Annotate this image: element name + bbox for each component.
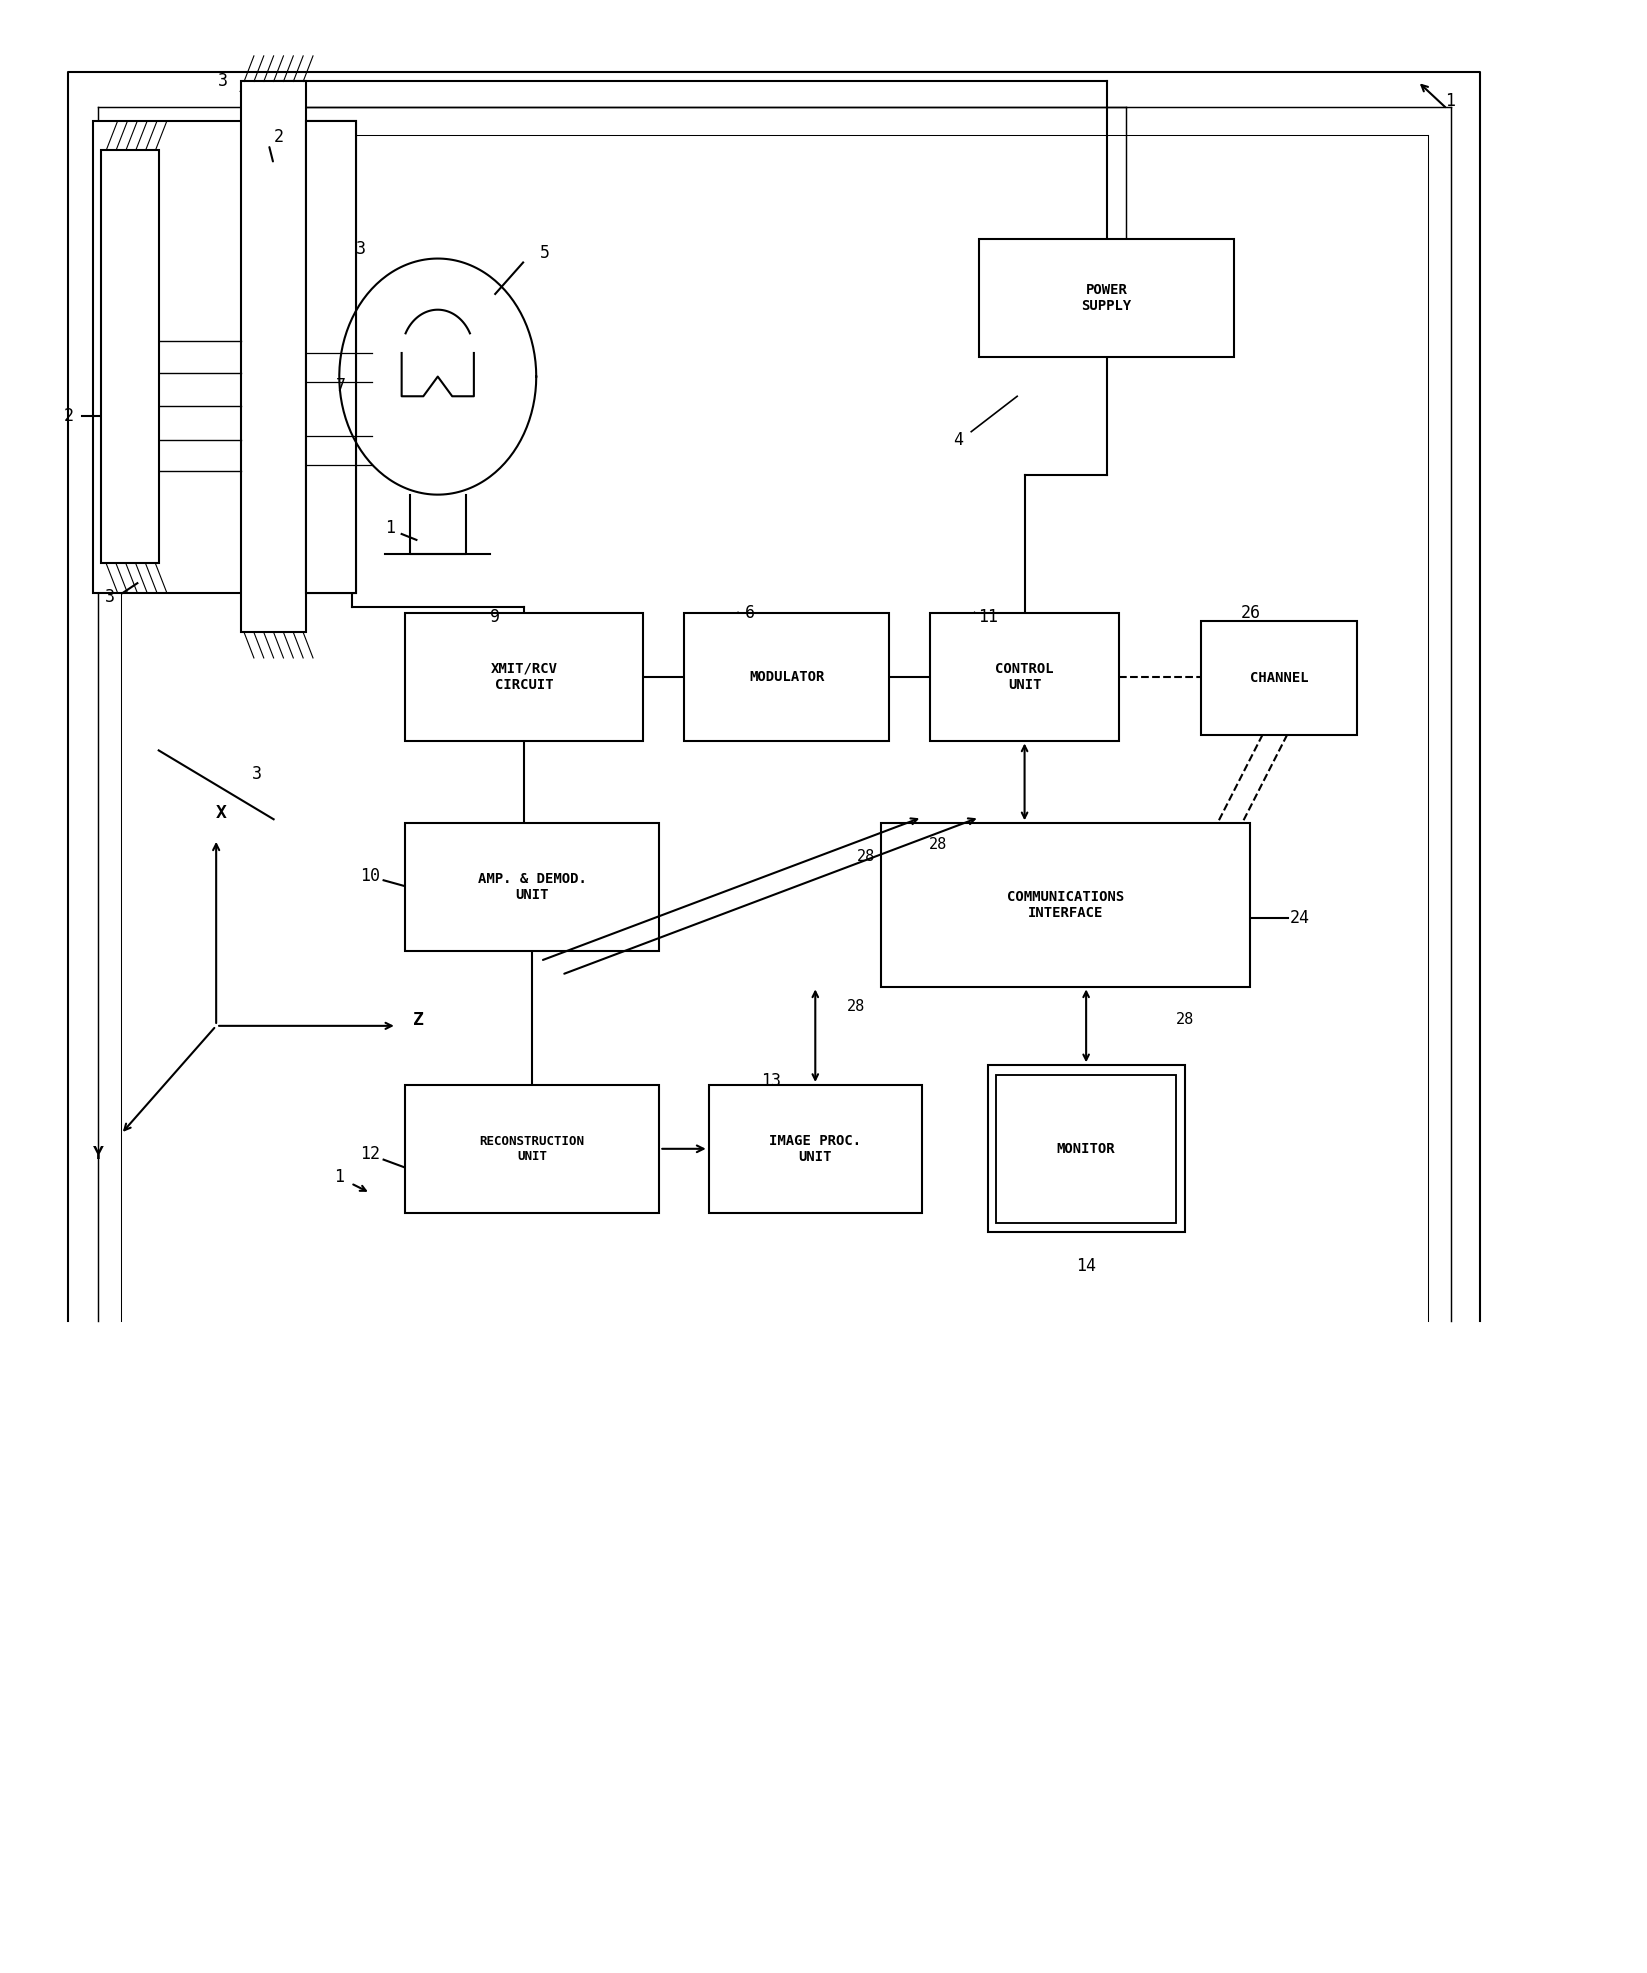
Bar (1201, 621, 1357, 734)
Text: Z: Z (413, 1010, 423, 1030)
Text: MONITOR: MONITOR (1057, 1142, 1115, 1156)
Text: COMMUNICATIONS
INTERFACE: COMMUNICATIONS INTERFACE (1006, 890, 1125, 919)
Text: 10: 10 (361, 868, 380, 886)
Text: POWER
SUPPLY: POWER SUPPLY (1082, 282, 1131, 314)
Text: 7: 7 (336, 377, 346, 395)
Text: 28: 28 (929, 837, 947, 852)
Text: 6: 6 (744, 604, 754, 621)
Text: IMAGE PROC.
UNIT: IMAGE PROC. UNIT (769, 1134, 861, 1164)
Text: 3: 3 (104, 588, 115, 606)
Text: 28: 28 (1176, 1012, 1194, 1028)
Bar (996, 1075, 1176, 1223)
Text: 3: 3 (252, 766, 262, 783)
Text: RECONSTRUCTION
UNIT: RECONSTRUCTION UNIT (479, 1134, 585, 1162)
Bar (405, 823, 659, 951)
Text: 1: 1 (385, 519, 395, 537)
Text: 2: 2 (273, 128, 283, 146)
Bar (306, 120, 356, 594)
Bar (100, 150, 158, 564)
Text: 28: 28 (856, 848, 875, 864)
Text: 3: 3 (217, 73, 227, 91)
Text: 5: 5 (540, 243, 550, 262)
Text: Y: Y (92, 1144, 104, 1162)
Text: 9: 9 (491, 608, 501, 625)
Text: AMP. & DEMOD.
UNIT: AMP. & DEMOD. UNIT (478, 872, 586, 902)
Text: XMIT/RCV
CIRCUIT: XMIT/RCV CIRCUIT (491, 661, 557, 693)
Bar (708, 1085, 922, 1213)
Text: X: X (216, 805, 227, 823)
Text: 11: 11 (978, 608, 998, 625)
Text: CONTROL
UNIT: CONTROL UNIT (995, 661, 1054, 693)
Text: 3: 3 (356, 239, 366, 258)
Text: CHANNEL: CHANNEL (1250, 671, 1308, 685)
Text: 14: 14 (1075, 1257, 1097, 1275)
Bar (94, 120, 356, 594)
Bar (881, 823, 1250, 986)
Text: 2: 2 (64, 406, 74, 424)
Bar (405, 614, 642, 740)
Text: 28: 28 (847, 998, 865, 1014)
Bar (980, 239, 1234, 357)
Text: 12: 12 (361, 1144, 380, 1162)
Text: 26: 26 (1240, 604, 1260, 621)
Text: 24: 24 (1290, 910, 1309, 927)
Bar (405, 1085, 659, 1213)
Text: 4: 4 (954, 430, 963, 448)
Text: 13: 13 (761, 1071, 781, 1089)
Text: MODULATOR: MODULATOR (749, 669, 824, 683)
Bar (988, 1065, 1184, 1233)
Text: 1: 1 (334, 1168, 344, 1186)
Bar (931, 614, 1118, 740)
Bar (240, 81, 306, 633)
Bar (684, 614, 889, 740)
Text: 1: 1 (1446, 93, 1456, 110)
